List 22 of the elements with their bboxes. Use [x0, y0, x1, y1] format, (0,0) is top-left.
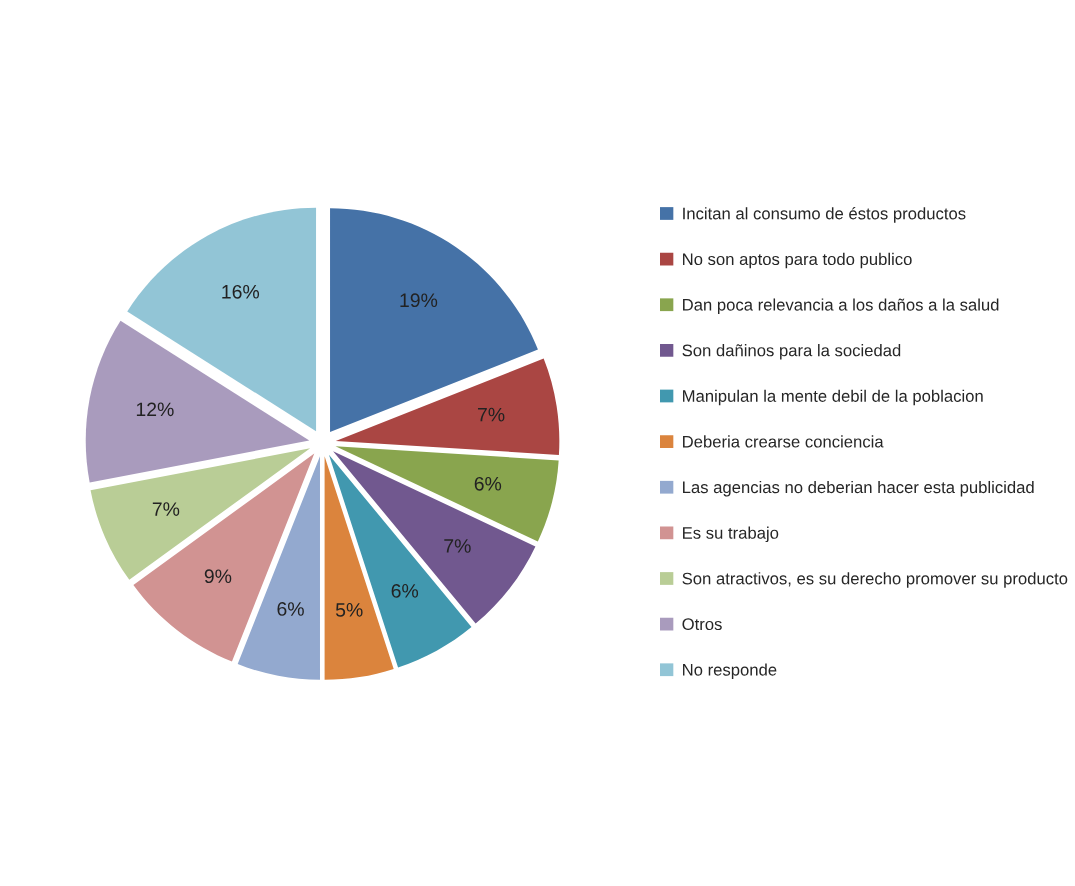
- data-label: 9%: [204, 569, 232, 584]
- legend-label: Deberia crearse conciencia: [683, 435, 884, 448]
- legend-label: Manipulan la mente debil de la poblacion: [683, 389, 983, 406]
- data-label: 6%: [391, 583, 419, 598]
- data-label: 19%: [400, 293, 438, 308]
- data-label: 7%: [478, 407, 505, 422]
- data-label: 6%: [277, 602, 304, 616]
- legend-label: No son aptos para todo publico: [683, 252, 912, 269]
- data-label: 7%: [444, 539, 471, 553]
- legend-label: Son atractivos, es su derecho promover su producto: [682, 572, 1068, 588]
- data-label: 12%: [136, 402, 174, 417]
- legend-label: Son dañinos para la sociedad: [682, 344, 901, 360]
- legend-label: Otros: [682, 618, 722, 631]
- legend-label: Es su trabajo: [683, 526, 779, 543]
- data-label: 5%: [335, 603, 363, 617]
- legend-label: Dan poca relevancia a los daños a la salud: [683, 298, 999, 314]
- legend-label: Las agencias no deberian hacer esta publicidad: [683, 480, 1034, 497]
- data-label: 7%: [152, 502, 180, 516]
- legend-label: No responde: [683, 663, 777, 679]
- data-label: 6%: [474, 476, 502, 491]
- data-label: 16%: [222, 284, 260, 299]
- legend-label: Incitan al consumo de éstos productos: [683, 207, 966, 223]
